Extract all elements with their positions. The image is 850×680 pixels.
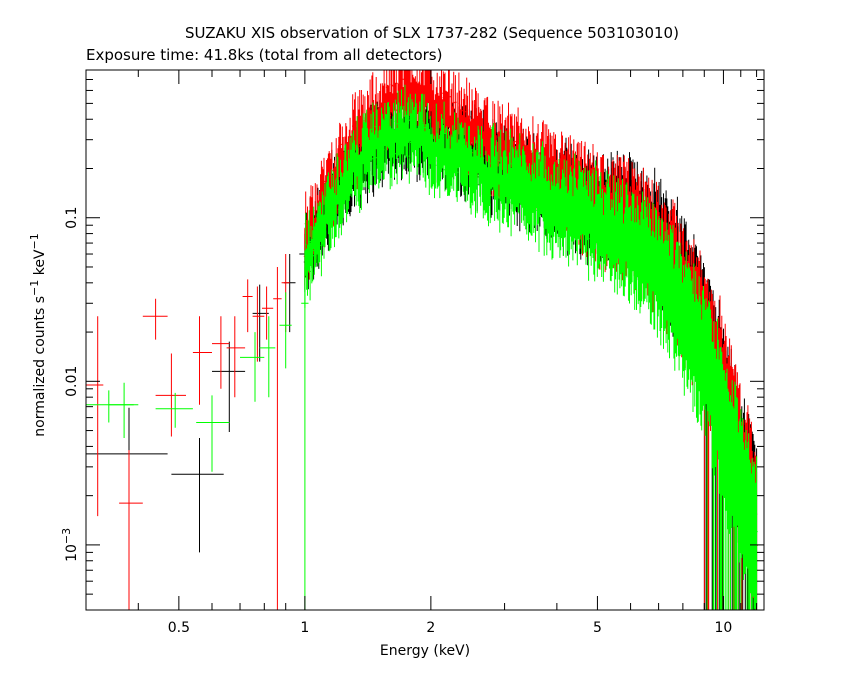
data-point xyxy=(192,316,212,405)
data-point xyxy=(155,392,193,428)
series-0 xyxy=(86,84,758,610)
data-point xyxy=(86,407,168,610)
data-point xyxy=(119,450,143,610)
y-tick-label: 0.1 xyxy=(64,207,80,229)
data-point xyxy=(242,279,253,333)
y-axis-label: normalized counts s−1 keV−1 xyxy=(28,233,49,436)
data-point xyxy=(155,353,186,437)
data-point xyxy=(226,316,246,398)
chart-subtitle: Exposure time: 41.8ks (total from all de… xyxy=(86,46,442,64)
x-tick-label: 10 xyxy=(715,620,733,636)
data-point xyxy=(240,332,265,402)
data-point xyxy=(171,438,224,553)
x-tick-label: 2 xyxy=(426,620,435,636)
x-tick-label: 0.5 xyxy=(168,620,190,636)
data-point xyxy=(273,267,282,610)
y-tick-label-exponent: −3 xyxy=(60,528,73,544)
y-tick-label: 10−3 xyxy=(60,528,81,562)
y-tick-label-base: 0.1 xyxy=(64,207,80,229)
x-tick-label: 1 xyxy=(300,620,309,636)
chart-title: SUZAKU XIS observation of SLX 1737-282 (… xyxy=(185,24,679,42)
data-point xyxy=(212,341,246,432)
x-axis-label: Energy (keV) xyxy=(380,643,470,659)
y-tick-label: 0.01 xyxy=(64,366,80,397)
data-point xyxy=(279,292,292,369)
data-point xyxy=(259,316,276,398)
y-tick-label-base: 10 xyxy=(64,544,80,562)
plot-frame xyxy=(85,69,765,611)
y-tick-label-base: 0.01 xyxy=(64,366,80,397)
data-point xyxy=(252,286,265,362)
data-point xyxy=(301,267,309,610)
data-point xyxy=(86,390,139,423)
data-point xyxy=(262,286,274,340)
data-point xyxy=(212,316,230,389)
data-point xyxy=(108,382,134,438)
data-layer xyxy=(86,70,758,610)
x-tick-label: 5 xyxy=(593,620,602,636)
data-point xyxy=(142,298,168,340)
data-point xyxy=(86,316,104,517)
data-point xyxy=(196,395,230,472)
series-2 xyxy=(86,84,758,610)
